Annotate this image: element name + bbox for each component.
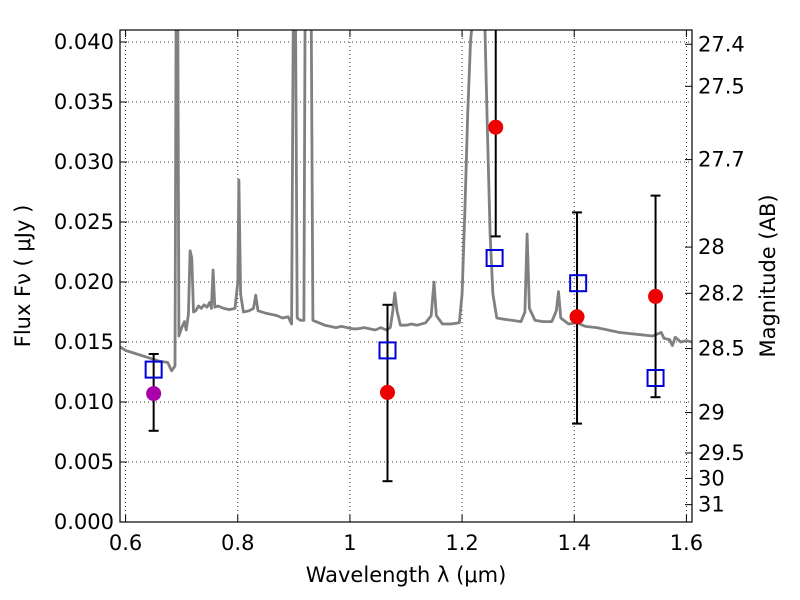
y-tick-label: 0.005 [54, 450, 114, 474]
model-spectrum-line [120, 30, 692, 373]
model-photometry-square [144, 360, 163, 379]
magnitude-tick-label: 29.5 [698, 441, 745, 465]
plot-frame [119, 29, 693, 523]
y-tick-label: 0.030 [54, 150, 114, 174]
observed-flux-point [379, 384, 395, 400]
y-tick-label: 0.010 [54, 390, 114, 414]
magnitude-tick-label: 27.7 [698, 148, 745, 172]
right-axis-label: Magnitude (AB) [756, 194, 780, 357]
magnitude-tick-label: 28.5 [698, 337, 745, 361]
model-photometry-square [485, 249, 504, 267]
x-axis-label: Wavelength λ (μm) [306, 563, 507, 587]
x-tick-label: 1 [343, 531, 356, 555]
observed-flux-point [648, 288, 664, 304]
magnitude-tick-label: 28.2 [698, 281, 745, 305]
observed-flux-point [569, 309, 585, 325]
x-tick-label: 1.2 [445, 531, 478, 555]
model-photometry-square [569, 274, 588, 293]
model-photometry-square [378, 341, 397, 360]
magnitude-tick-label: 27.4 [698, 32, 745, 56]
y-tick-label: 0.015 [54, 330, 114, 354]
ticks: 0.6 0.8 1 1.2 1.4 1.6 0.000 0.005 0.010 0.015 0.02… [54, 30, 745, 555]
magnitude-tick-label: 30 [698, 466, 725, 490]
y-tick-label: 0.040 [54, 30, 114, 54]
x-tick-label: 1.4 [558, 531, 591, 555]
plot-area [120, 30, 692, 483]
y-tick-label: 0.020 [54, 270, 114, 294]
magnitude-tick-label: 27.5 [698, 74, 745, 98]
observed-flux-point [146, 386, 162, 402]
x-tick-label: 1.6 [670, 531, 703, 555]
x-tick-label: 0.8 [221, 531, 254, 555]
y-axis-label: Flux Fν ( μJy ) [11, 205, 35, 348]
model-photometry-square [646, 369, 665, 387]
y-tick-label: 0.025 [54, 210, 114, 234]
x-tick-label: 0.6 [109, 531, 142, 555]
magnitude-tick-label: 29 [698, 401, 725, 425]
magnitude-tick-label: 31 [698, 493, 725, 517]
observed-flux-point [488, 119, 504, 135]
magnitude-tick-label: 28 [698, 235, 725, 259]
y-tick-label: 0.000 [54, 510, 114, 534]
y-tick-label: 0.035 [54, 90, 114, 114]
